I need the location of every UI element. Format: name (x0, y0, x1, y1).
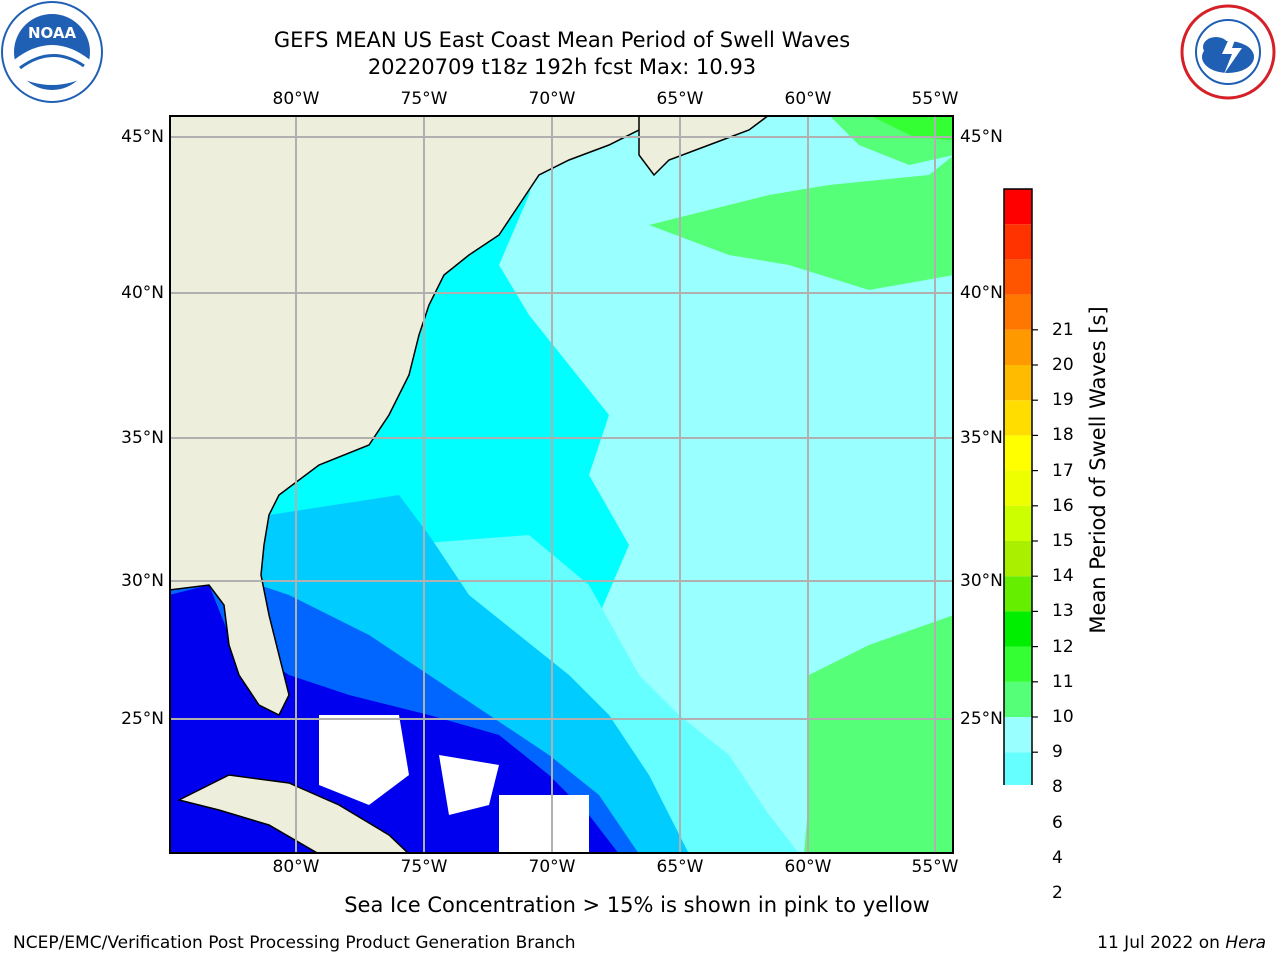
lon-label-bottom: 65°W (656, 857, 704, 877)
lat-label-left: 35°N (121, 428, 164, 448)
colorbar-tick-label: 6 (1052, 812, 1063, 833)
colorbar-tick-label: 4 (1052, 847, 1063, 868)
lon-label-bottom: 70°W (528, 857, 576, 877)
swell-zone-6-8s (399, 535, 799, 854)
colorbar-segment (1004, 224, 1032, 260)
colorbar-tick-label: 21 (1052, 319, 1074, 340)
undefined-region-3 (439, 755, 499, 815)
footer-credit: NCEP/EMC/Verification Post Processing Pr… (13, 933, 576, 953)
map-frame (169, 115, 954, 854)
footer-date-text: 11 Jul 2022 on (1097, 933, 1226, 953)
noaa-logo: NOAA (1, 1, 103, 103)
colorbar-tick-label: 16 (1052, 495, 1074, 516)
chart-title: GEFS MEAN US East Coast Mean Period of S… (273, 28, 851, 52)
lat-label-right: 30°N (960, 571, 1003, 591)
swell-zone-10-11s (869, 115, 954, 140)
colorbar-segment (1004, 329, 1032, 365)
colorbar-segment (1004, 189, 1032, 225)
colorbar-segment (1004, 435, 1032, 471)
colorbar-segment (1004, 470, 1032, 506)
nws-logo (1180, 4, 1276, 100)
svg-text:NOAA: NOAA (28, 24, 77, 42)
undefined-region-2 (499, 795, 589, 854)
colorbar-tick-label: 11 (1052, 671, 1074, 692)
footer-date: 11 Jul 2022 on Hera (1097, 933, 1266, 953)
lon-label-top: 60°W (784, 89, 832, 109)
swell-zone-9-10s-east (804, 615, 954, 854)
land-north-america (169, 115, 650, 717)
colorbar-tick-label: 18 (1052, 425, 1074, 446)
colorbar-segment (1004, 646, 1032, 682)
chart-subtitle: 20220709 t18z 192h fcst Max: 10.93 (367, 55, 757, 79)
colorbar-segment (1004, 541, 1032, 577)
lat-label-right: 25°N (960, 709, 1003, 729)
colorbar-tick-label: 13 (1052, 601, 1074, 622)
colorbar-tick-label: 9 (1052, 742, 1063, 763)
lat-label-right: 35°N (960, 428, 1003, 448)
colorbar-tick-label: 8 (1052, 777, 1063, 798)
lat-label-left: 30°N (121, 571, 164, 591)
colorbar-tick-label: 12 (1052, 636, 1074, 657)
colorbar-segment (1004, 365, 1032, 401)
colorbar-tick-label: 17 (1052, 460, 1074, 481)
colorbar-tick-label: 19 (1052, 390, 1074, 411)
lon-label-top: 55°W (911, 89, 959, 109)
colorbar-segment (1004, 717, 1032, 753)
colorbar-segment (1004, 576, 1032, 612)
lon-label-bottom: 60°W (784, 857, 832, 877)
lon-label-bottom: 75°W (400, 857, 448, 877)
sea-ice-note: Sea Ice Concentration > 15% is shown in … (344, 893, 930, 917)
colorbar-segment (1004, 294, 1032, 330)
lon-label-bottom: 55°W (911, 857, 959, 877)
swell-zone-9-10s-north (649, 155, 954, 290)
colorbar-tick-label: 2 (1052, 883, 1063, 903)
colorbar-tick-label: 14 (1052, 566, 1074, 587)
land-cuba (176, 774, 411, 854)
lon-label-top: 75°W (400, 89, 448, 109)
lon-label-top: 65°W (656, 89, 704, 109)
colorbar-segment (1004, 611, 1032, 647)
colorbar-segment (1004, 505, 1032, 541)
lon-label-top: 80°W (272, 89, 320, 109)
land-nova-scotia (638, 115, 771, 177)
lat-label-left: 25°N (121, 709, 164, 729)
lon-label-top: 70°W (528, 89, 576, 109)
lat-label-right: 40°N (960, 283, 1003, 303)
colorbar (1003, 188, 1038, 785)
undefined-region-1 (319, 715, 409, 805)
footer-host: Hera (1225, 933, 1266, 953)
swell-period-map (169, 115, 954, 854)
lat-label-left: 40°N (121, 283, 164, 303)
colorbar-segment (1004, 681, 1032, 717)
colorbar-segment (1004, 400, 1032, 436)
colorbar-segment (1004, 752, 1032, 785)
colorbar-tick-label: 15 (1052, 531, 1074, 551)
lon-label-bottom: 80°W (272, 857, 320, 877)
colorbar-tick-label: 20 (1052, 355, 1074, 375)
lat-label-right: 45°N (960, 127, 1003, 147)
colorbar-segment (1004, 259, 1032, 295)
lat-label-left: 45°N (121, 127, 164, 147)
colorbar-tick-label: 10 (1052, 707, 1074, 727)
